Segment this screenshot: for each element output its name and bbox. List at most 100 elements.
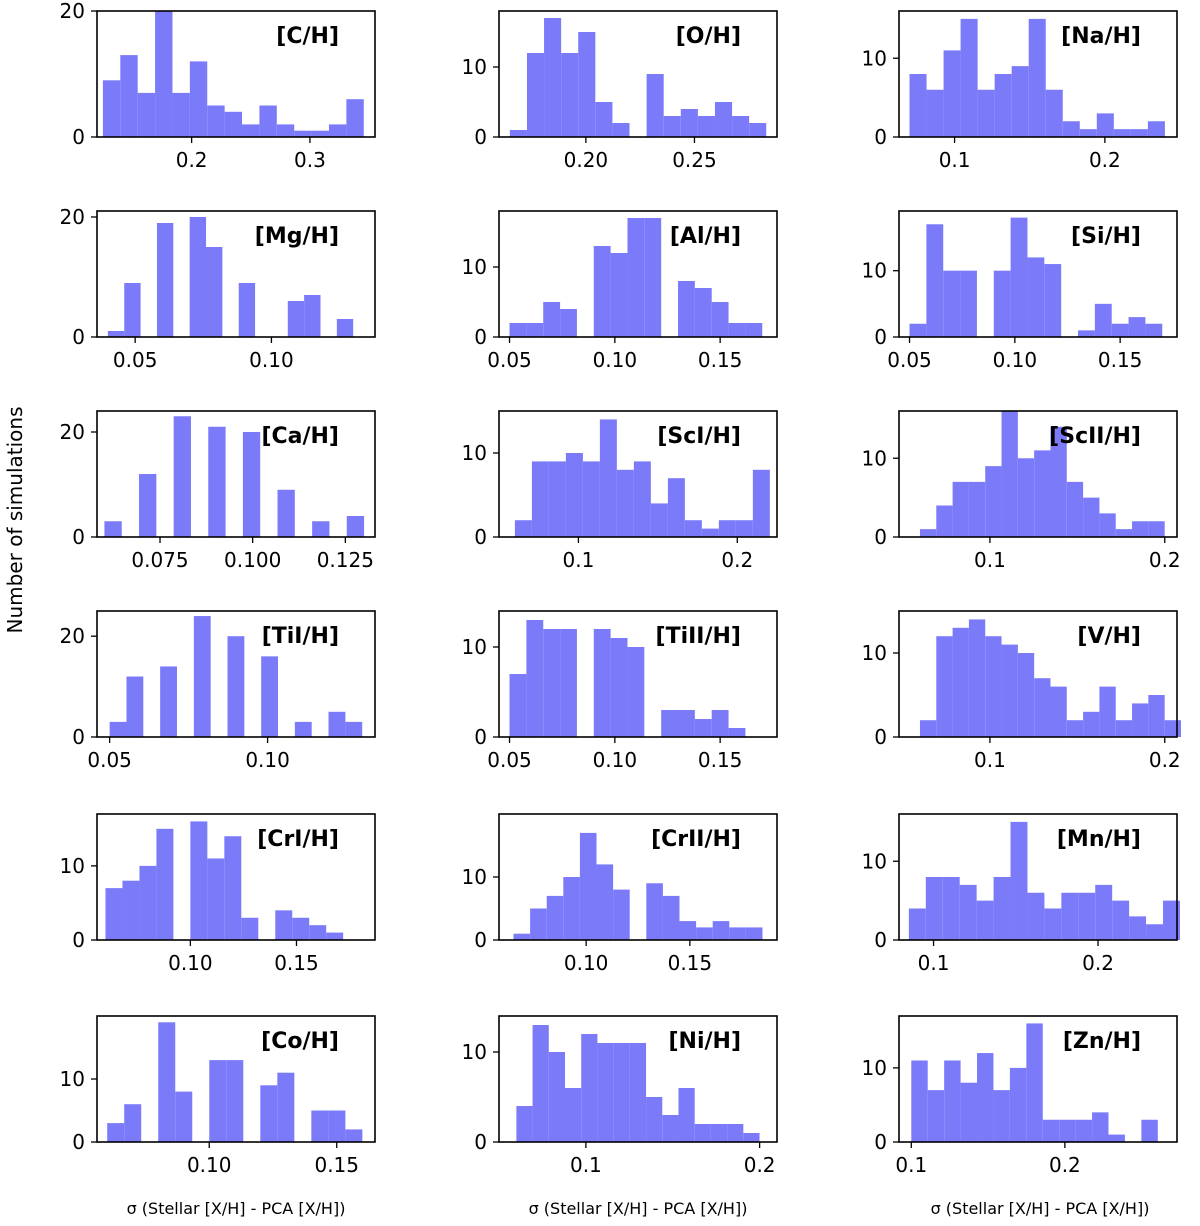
y-tick-label: 0	[474, 928, 487, 952]
histogram-bar	[1095, 884, 1113, 941]
histogram-bar	[735, 520, 753, 537]
histogram-bar	[137, 92, 156, 137]
y-tick-label: 10	[60, 1067, 85, 1091]
histogram-bar	[977, 89, 995, 137]
axes-frame	[96, 410, 376, 538]
panel-title: [TiI/H]	[262, 624, 339, 649]
histogram-bar	[346, 516, 365, 537]
histogram-bar	[1044, 264, 1062, 337]
axes-frame	[898, 1015, 1178, 1143]
x-tick-label: 0.100	[224, 548, 281, 572]
histogram-bar	[560, 309, 577, 337]
x-tick-label: 0.1	[918, 951, 950, 975]
histogram-bar	[1130, 129, 1148, 138]
histogram-bar	[531, 461, 549, 537]
x-tick-label: 0.2	[721, 548, 753, 572]
y-tick-label: 0	[874, 928, 887, 952]
histogram-bar	[311, 1110, 329, 1142]
histogram-bar	[158, 1022, 176, 1142]
histogram-bar	[684, 520, 702, 537]
x-tick-label: 0.05	[487, 748, 532, 772]
histogram-bar	[678, 710, 695, 737]
histogram-bar	[345, 721, 363, 737]
histogram-bar	[696, 927, 713, 940]
x-tick-label: 0.10	[564, 951, 609, 975]
histogram-bar	[701, 528, 719, 537]
x-tick-label: 0.10	[249, 348, 294, 372]
figure-xlabel-col1: σ (Stellar [X/H] - PCA [X/H])	[127, 1199, 346, 1218]
histogram-bar	[909, 323, 927, 337]
histogram-bar	[1108, 1134, 1125, 1142]
panel-title: [ScI/H]	[657, 424, 741, 449]
histogram-bar	[727, 1124, 744, 1142]
histogram-bar	[633, 461, 651, 537]
histogram-bar	[241, 917, 259, 940]
panel-title: [V/H]	[1077, 624, 1141, 649]
y-tick-label: 20	[60, 0, 85, 23]
histogram-bar	[616, 469, 634, 537]
histogram-bar	[1027, 257, 1045, 337]
histogram-bar	[581, 1034, 598, 1142]
histogram-bar	[679, 921, 697, 940]
histogram-bar	[911, 1060, 928, 1142]
histogram-bar	[1132, 521, 1149, 537]
histogram-bar	[189, 61, 208, 137]
histogram-bar	[526, 53, 545, 137]
histogram-bar	[694, 719, 712, 737]
histogram-bar	[1164, 720, 1181, 737]
histogram-bar	[936, 636, 953, 737]
histogram-bar	[610, 638, 628, 737]
axes-frame	[498, 10, 778, 138]
histogram-bar	[207, 858, 225, 940]
histogram-bar	[960, 18, 978, 138]
x-tick-label: 0.15	[698, 748, 743, 772]
histogram-bar	[1061, 892, 1079, 940]
panel-8: 0.1 0.2 0 10 [ScII/H]	[862, 410, 1181, 572]
axes-frame	[898, 10, 1178, 138]
histogram-bar	[1028, 18, 1046, 138]
histogram-bar	[565, 1088, 582, 1142]
y-tick-label: 10	[60, 854, 85, 878]
y-tick-label: 0	[874, 1130, 887, 1154]
histogram-bar	[1066, 481, 1084, 538]
histogram-bar	[629, 1043, 647, 1142]
histogram-bar	[599, 419, 617, 537]
x-tick-label: 0.075	[131, 548, 188, 572]
histogram-bar	[336, 319, 354, 337]
axes-frame	[498, 610, 778, 738]
y-tick-label: 0	[72, 325, 85, 349]
y-tick-label: 10	[462, 441, 487, 465]
x-tick-label: 0.25	[672, 148, 717, 172]
histogram-bar	[936, 505, 953, 537]
histogram-bar	[238, 283, 256, 337]
histogram-bar	[1092, 1112, 1109, 1142]
histogram-bar	[952, 627, 969, 737]
histogram-bar	[1010, 217, 1028, 337]
panel-2: 0.1 0.2 0 10 [Na/H]	[862, 10, 1178, 172]
y-tick-label: 20	[60, 624, 85, 648]
histogram-bar	[526, 620, 544, 737]
histogram-bar	[126, 676, 144, 737]
histogram-bar	[985, 466, 1002, 538]
histogram-bar	[208, 426, 226, 537]
histogram-bar	[173, 416, 191, 537]
histogram-bar	[711, 302, 729, 337]
x-tick-label: 0.10	[593, 348, 638, 372]
histogram-bar	[1083, 497, 1100, 538]
y-tick-label: 10	[862, 446, 887, 470]
histogram-bar	[513, 933, 531, 940]
histogram-bar	[593, 246, 611, 337]
histogram-bar	[627, 218, 645, 337]
histogram-bar	[1034, 450, 1051, 538]
histogram-bar	[943, 270, 961, 337]
histogram-bar	[304, 295, 321, 337]
panel-title: [Mg/H]	[255, 224, 339, 249]
histogram-bar	[985, 636, 1002, 737]
histogram-bar	[514, 520, 532, 537]
panel-16: 0.1 0.2 0 10 [Ni/H]	[462, 1015, 778, 1177]
histogram-bar	[526, 323, 544, 337]
y-tick-label: 0	[72, 525, 85, 549]
histogram-bar	[1001, 411, 1018, 537]
